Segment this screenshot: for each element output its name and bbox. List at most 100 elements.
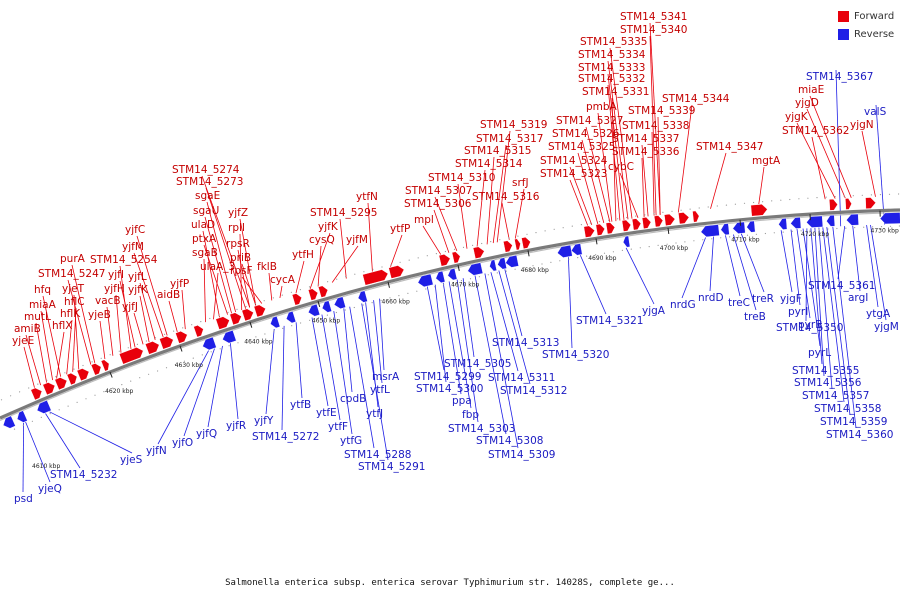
reverse-gene-label[interactable]: STM14_5357 [802,390,869,402]
reverse-gene-label[interactable]: STM14_5360 [826,429,893,441]
reverse-gene-label[interactable]: yjfY [254,415,274,427]
reverse-gene-label[interactable]: msrA [372,371,400,383]
forward-gene-label[interactable]: STM14_5338 [622,120,689,132]
reverse-gene-label[interactable]: ytfE [316,407,337,419]
forward-gene-label[interactable]: STM14_5316 [472,191,540,203]
forward-gene-label[interactable]: STM14_5254 [90,254,158,266]
forward-gene-label[interactable]: STM14_5274 [172,164,240,176]
forward-gene-label[interactable]: fklB [257,261,277,273]
forward-gene-label[interactable]: yjgK [785,111,809,123]
forward-gene-label[interactable]: ulaD [191,219,215,231]
forward-gene-label[interactable]: STM14_5319 [480,119,547,131]
forward-gene-label[interactable]: miaA [29,299,57,311]
reverse-gene-label[interactable]: STM14_5299 [414,371,481,383]
reverse-gene-label[interactable]: argI [848,292,868,304]
forward-gene-label[interactable]: rplI [228,222,245,234]
reverse-gene-label[interactable]: yjfN [146,445,167,457]
forward-gene-label[interactable]: amiB [14,323,41,335]
forward-gene-label[interactable]: sgaB [192,247,218,259]
forward-gene-label[interactable]: STM14_5347 [696,141,763,153]
forward-gene-label[interactable]: sgaU [193,205,219,217]
reverse-gene-label[interactable]: STM14_5308 [476,435,543,447]
reverse-gene-label[interactable]: STM14_5350 [776,322,843,334]
forward-gene-label[interactable]: ytfN [356,191,378,203]
forward-gene-label[interactable]: hflC [64,296,85,308]
forward-gene-label[interactable]: cybC [608,161,634,173]
forward-gene-label[interactable]: mgtA [752,155,781,167]
forward-gene-label[interactable]: srfJ [512,177,529,189]
reverse-gene-label[interactable]: yjfR [226,420,246,432]
reverse-gene-label[interactable]: STM14_5309 [488,449,555,461]
forward-gene-label[interactable]: STM14_5337 [612,133,679,145]
reverse-gene-label[interactable]: cpdB [340,393,366,405]
reverse-gene-label[interactable]: STM14_5312 [500,385,567,397]
reverse-gene-label[interactable]: STM14_5356 [794,377,862,389]
forward-gene-label[interactable]: yjfL [128,271,147,283]
reverse-gene-label[interactable]: pyrL [808,347,831,359]
forward-gene-label[interactable]: yjgD [795,97,819,109]
reverse-gene-label[interactable]: yjfO [172,437,193,449]
reverse-gene-label[interactable]: STM14_5305 [444,358,511,370]
forward-gene-label[interactable]: yjfH [104,283,125,295]
reverse-gene-label[interactable]: valS [864,106,887,118]
forward-gene-label[interactable]: yjeE [12,335,34,347]
forward-gene-label[interactable]: yjfM [346,234,368,246]
forward-gene-label[interactable]: STM14_5325 [548,141,615,153]
forward-gene-label[interactable]: yjfZ [228,207,248,219]
forward-gene-label[interactable]: priB [230,252,251,264]
reverse-gene-label[interactable]: ppa [452,395,472,407]
reverse-gene-label[interactable]: STM14_5321 [576,315,643,327]
reverse-gene-label[interactable]: yjeQ [38,483,62,495]
reverse-gene-label[interactable]: yjgF [780,293,802,305]
forward-gene-label[interactable]: yjfK [318,221,339,233]
forward-gene-label[interactable]: STM14_5341 [620,11,687,23]
forward-gene-label[interactable]: yjfK [128,284,149,296]
forward-gene-label[interactable]: STM14_5335 [580,36,647,48]
reverse-gene-label[interactable]: STM14_5288 [344,449,411,461]
forward-gene-label[interactable]: cysQ [309,234,335,246]
forward-gene-label[interactable]: yjfP [170,278,189,290]
reverse-gene-label[interactable]: STM14_5367 [806,71,873,83]
forward-gene-label[interactable]: STM14_5273 [176,176,243,188]
reverse-gene-label[interactable]: treR [752,293,774,305]
reverse-gene-label[interactable]: yjgM [874,321,899,333]
reverse-gene-label[interactable]: STM14_5303 [448,423,515,435]
forward-gene-label[interactable]: rpsR [226,238,250,250]
forward-gene-label[interactable]: yjfJ [122,301,138,313]
reverse-gene-label[interactable]: nrdG [670,299,696,311]
forward-gene-label[interactable]: purA [60,253,86,265]
forward-gene-label[interactable]: STM14_5333 [578,62,645,74]
forward-gene-label[interactable]: STM14_5247 [38,268,105,280]
forward-gene-label[interactable]: STM14_5331 [582,86,649,98]
reverse-gene-label[interactable]: pyrI [788,306,808,318]
forward-gene-label[interactable]: yjfC [125,224,145,236]
reverse-gene-label[interactable]: yjgA [642,305,666,317]
reverse-gene-label[interactable]: ytgA [866,308,891,320]
reverse-gene-label[interactable]: STM14_5311 [488,372,555,384]
forward-gene-label[interactable]: yjeB [88,309,111,321]
forward-gene-label[interactable]: STM14_5344 [662,93,730,105]
reverse-gene-label[interactable]: yjfQ [196,428,217,440]
reverse-gene-label[interactable]: treC [728,297,750,309]
forward-gene-label[interactable]: STM14_5314 [455,158,523,170]
forward-gene-label[interactable]: rpsF [230,265,253,277]
reverse-gene-label[interactable]: STM14_5291 [358,461,425,473]
forward-gene-label[interactable]: STM14_5310 [428,172,495,184]
forward-gene-label[interactable]: STM14_5332 [578,73,645,85]
forward-gene-label[interactable]: STM14_5327 [556,115,623,127]
forward-gene-label[interactable]: STM14_5334 [578,49,646,61]
forward-gene-label[interactable]: mpl [414,214,434,226]
forward-gene-label[interactable]: STM14_5336 [612,146,680,158]
reverse-gene-label[interactable]: psd [14,493,33,505]
forward-gene-label[interactable]: ulaA_3 [200,261,235,273]
forward-gene-label[interactable]: STM14_5339 [628,105,695,117]
reverse-gene-label[interactable]: STM14_5320 [542,349,609,361]
forward-gene-label[interactable]: hflK [60,308,81,320]
reverse-gene-label[interactable]: yjeS [120,454,143,466]
reverse-gene-label[interactable]: STM14_5232 [50,469,117,481]
forward-gene-label[interactable]: yjfI [108,269,124,281]
forward-gene-label[interactable]: yjfM [122,241,144,253]
forward-gene-label[interactable]: STM14_5315 [464,145,531,157]
reverse-gene-label[interactable]: STM14_5359 [820,416,887,428]
reverse-gene-label[interactable]: ytfB [290,399,311,411]
